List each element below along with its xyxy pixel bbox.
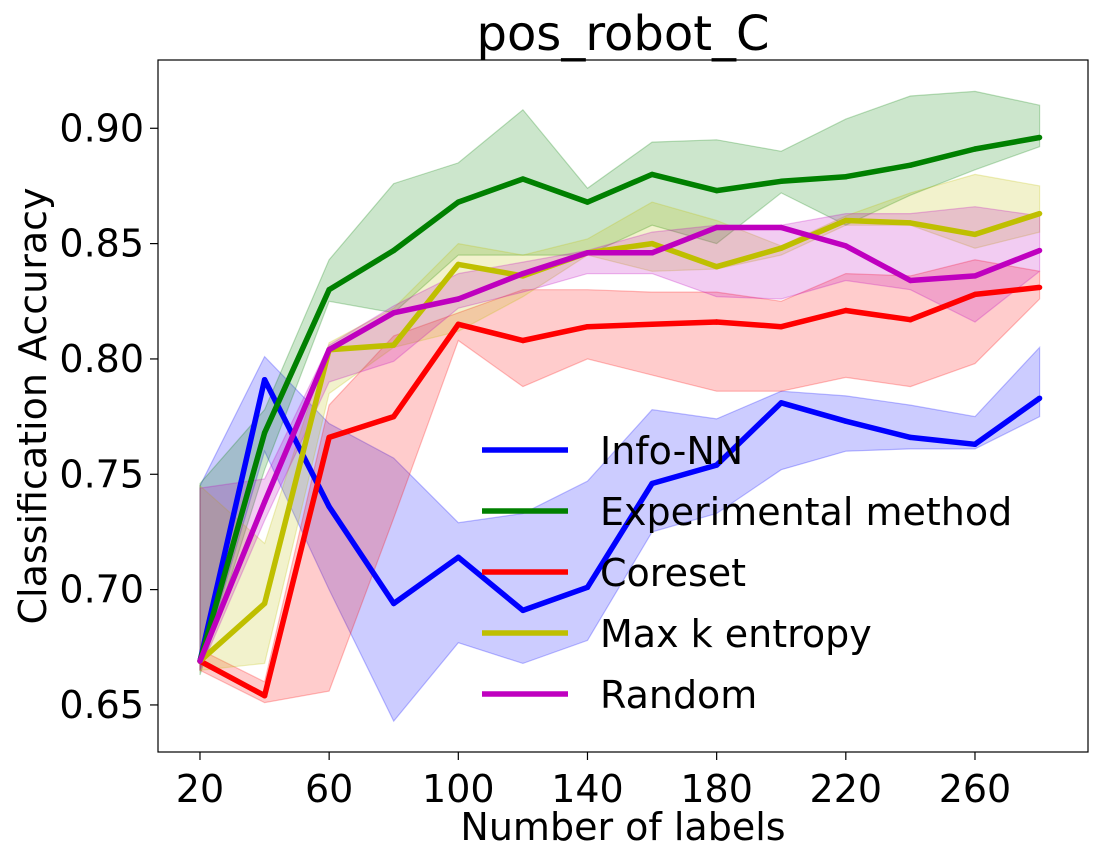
random-point [261,499,268,505]
max-k-entropy-point [907,220,914,226]
coreset-point [972,291,978,298]
coreset-point [520,337,526,344]
legend: Info-NN Experimental method Coreset Max k e… [482,429,1012,717]
x-tick-label: 220 [810,767,883,811]
random-line [197,224,1041,663]
experimental-method-line [197,134,1041,662]
series-lines [197,134,1043,699]
experimental-method-point [326,287,332,293]
coreset-point [391,413,397,420]
legend-label-info-nn: Info-NN [600,429,743,473]
info-nn-point [778,400,784,406]
experimental-method-point [455,199,461,205]
random-point [520,270,526,277]
coreset-line [198,284,1040,699]
coreset-point [584,324,591,330]
info-nn-point [261,377,268,383]
experimental-method-point [843,174,849,180]
max-k-entropy-line [198,210,1041,664]
y-axis-ticks: 0.65 0.70 0.75 0.80 0.85 0.90 [59,106,158,727]
info-nn-point [649,480,655,487]
x-tick-label: 60 [305,767,353,811]
random-point [907,277,914,284]
info-nn-point [520,607,526,614]
x-axis-label: Number of labels [460,805,785,849]
random-point [649,250,655,256]
legend-label-coreset: Coreset [600,551,746,595]
max-k-entropy-point [455,261,461,268]
info-nn-point [326,503,332,510]
experimental-method-point [1036,134,1043,141]
legend-label-random: Random [600,673,757,717]
y-axis-label: Classification Accuracy [11,188,55,625]
y-tick-label: 0.75 [59,452,144,496]
max-k-entropy-point [649,240,655,247]
max-k-entropy-point [778,245,784,251]
info-nn-point [843,418,849,424]
x-tick-label: 140 [551,767,624,811]
coreset-point [1036,284,1043,291]
experimental-method-point [261,430,268,436]
random-point [197,658,203,664]
coreset-point [713,319,720,325]
y-tick-label: 0.70 [59,568,144,612]
plot-frame [157,59,1089,753]
info-nn-point [1036,395,1043,401]
coreset-point [907,317,914,323]
info-nn-point [907,434,914,441]
max-k-entropy-point [713,264,720,270]
x-axis-ticks: 20 60 100 140 180 220 260 [176,752,1011,811]
max-k-entropy-point [1036,210,1043,217]
info-nn-line [197,376,1042,662]
max-k-entropy-band [199,173,1041,671]
legend-label-max-k-entropy: Max k entropy [600,612,872,656]
experimental-method-point [713,187,720,194]
experimental-method-point [778,178,784,184]
info-nn-point [391,600,397,607]
x-tick-label: 100 [422,767,495,811]
random-point [843,243,849,249]
experimental-method-point [391,247,397,254]
max-k-entropy-point [843,217,849,224]
y-tick-label: 0.65 [59,683,144,727]
y-tick-label: 0.85 [59,222,144,266]
chart-title: pos_robot_C [476,6,769,62]
random-point [326,347,332,353]
max-k-entropy-point [972,231,978,238]
experimental-method-point [520,176,526,182]
info-nn-point [455,554,461,560]
info-nn-point [972,441,978,447]
info-nn-point [713,462,720,468]
coreset-band [199,259,1041,704]
x-tick-label: 180 [680,767,753,811]
max-k-entropy-point [261,600,268,607]
coreset-point [843,307,849,314]
experimental-method-point [972,146,978,152]
x-tick-label: 20 [176,767,224,811]
max-k-entropy-point [391,342,397,348]
random-point [972,273,978,279]
info-nn-point [584,584,591,590]
random-point [584,250,591,256]
random-point [778,224,784,231]
y-tick-label: 0.80 [59,337,144,381]
random-point [1036,247,1043,254]
coreset-point [778,324,784,330]
random-point [391,310,397,316]
legend-label-experimental-method: Experimental method [600,490,1012,534]
experimental-method-point [584,199,591,205]
experimental-method-point [907,162,914,168]
coreset-point [455,321,461,327]
coreset-point [649,321,655,327]
coreset-point [326,434,332,441]
y-tick-label: 0.90 [59,106,144,150]
coreset-point [261,693,268,699]
random-point [455,296,461,302]
x-tick-label: 260 [939,767,1012,811]
experimental-method-point [649,171,655,178]
random-point [713,224,720,231]
